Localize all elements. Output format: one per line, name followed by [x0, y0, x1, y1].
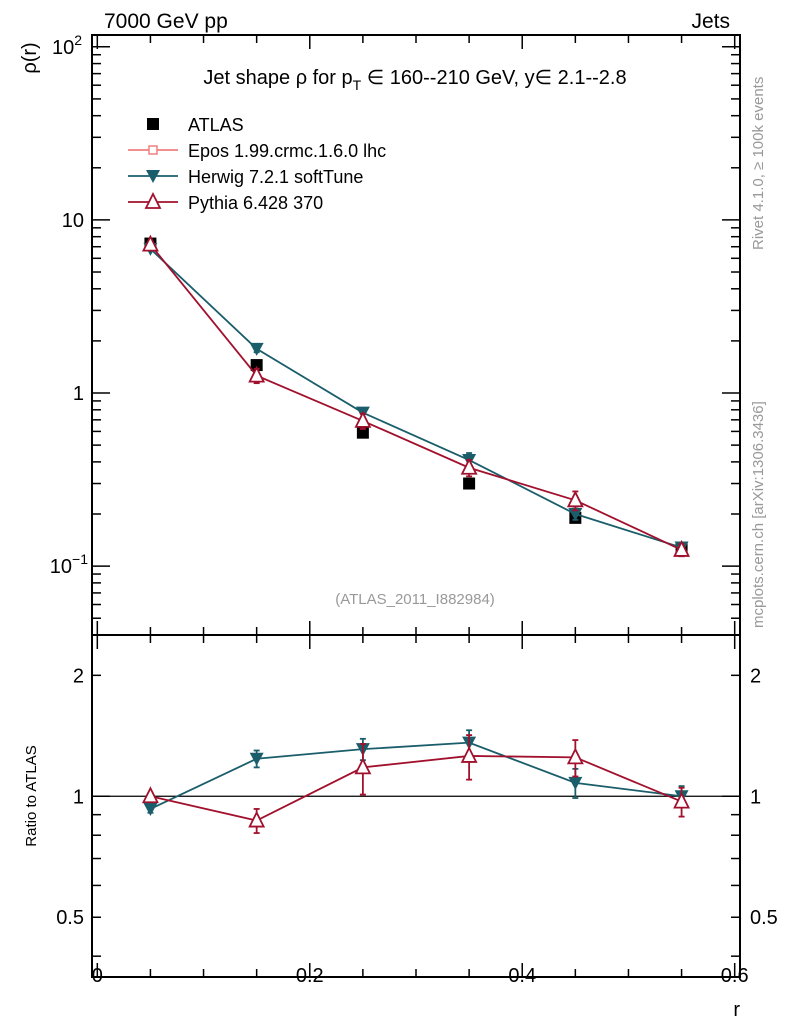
y-tick-label: 10−1	[50, 551, 88, 578]
series-herwig	[143, 242, 689, 555]
ratio-panel: 2 2 1 1 0.5 0.5 0 0.2 0.4 0.6	[56, 634, 778, 987]
data-point	[673, 791, 691, 809]
data-point	[141, 786, 159, 804]
y-tick-label-right: 1	[750, 786, 761, 808]
plot-title: Jet shape ρ for pT ∈ 160--210 GeV, y∈ 2.…	[203, 67, 626, 93]
x-axis-label: r	[733, 999, 740, 1021]
legend-label: Epos 1.99.crmc.1.6.0 lhc	[188, 141, 386, 161]
legend-marker-icon	[148, 145, 158, 155]
data-point	[141, 234, 159, 252]
x-tick-label: 0	[92, 965, 103, 987]
series-line	[150, 741, 682, 810]
legend-label: ATLAS	[188, 115, 244, 135]
series-pythia	[141, 234, 691, 558]
header-left: 7000 GeV pp	[104, 10, 228, 33]
y-tick-label: 1	[73, 383, 84, 405]
data-point	[568, 776, 583, 790]
data-point	[143, 802, 158, 816]
analysis-annotation: (ATLAS_2011_I882984)	[335, 591, 495, 608]
data-point	[460, 745, 478, 763]
x-tick-label: 0.4	[508, 965, 536, 987]
data-point	[354, 757, 372, 775]
y-tick-label: 1	[73, 786, 84, 808]
data-point	[460, 457, 478, 475]
mcplots-label: mcplots.cern.ch [arXiv:1306.3436]	[750, 401, 767, 628]
y-tick-label: 2	[73, 665, 84, 687]
y-tick-label-right: 0.5	[750, 907, 778, 929]
data-point	[354, 410, 372, 428]
data-point	[568, 508, 583, 522]
series-line	[149, 244, 682, 551]
data-point	[248, 365, 266, 383]
ratio-y-axis-label: Ratio to ATLAS	[23, 745, 40, 846]
legend-label: Pythia 6.428 370	[188, 193, 323, 213]
y-tick-label: 0.5	[56, 907, 84, 929]
data-point	[248, 810, 266, 828]
legend-marker-icon	[147, 118, 159, 130]
legend-label: Herwig 7.2.1 softTune	[188, 167, 363, 187]
y-tick-label: 10	[62, 210, 84, 232]
y-axis-label: ρ(r)	[19, 42, 41, 73]
data-point	[463, 477, 476, 490]
series-pythia	[141, 734, 691, 834]
data-point	[673, 539, 691, 557]
data-point	[566, 490, 584, 508]
series-atlas	[144, 237, 688, 554]
data-point	[249, 342, 264, 356]
legend-marker-icon	[146, 170, 160, 183]
data-point	[249, 752, 264, 766]
series-line	[149, 248, 682, 549]
rivet-label: Rivet 4.1.0, ≥ 100k events	[750, 77, 767, 250]
series-line	[150, 755, 682, 822]
x-tick-label: 0.2	[296, 965, 324, 987]
legend: ATLAS Epos 1.99.crmc.1.6.0 lhc Herwig 7.2.…	[128, 115, 386, 213]
header-right: Jets	[691, 10, 730, 33]
x-tick-label: 0.6	[721, 965, 749, 987]
series-herwig	[143, 729, 689, 816]
y-tick-label: 102	[52, 32, 82, 59]
data-point	[566, 747, 584, 765]
y-tick-label-right: 2	[750, 665, 761, 687]
legend-marker-icon	[144, 191, 162, 209]
